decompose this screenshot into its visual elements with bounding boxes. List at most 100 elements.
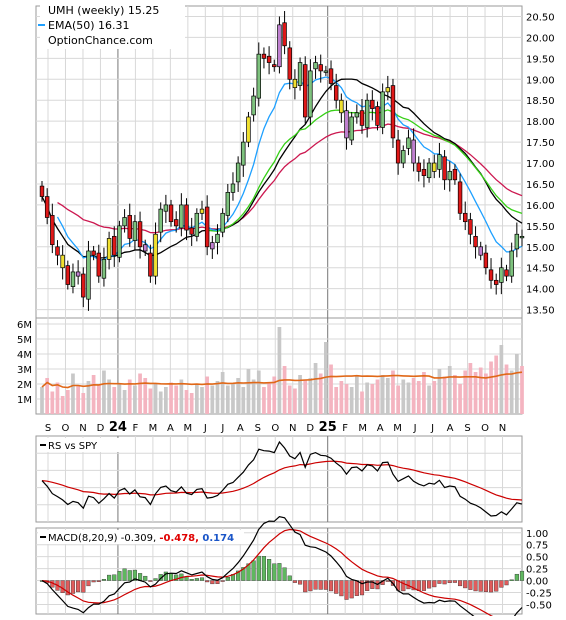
macd-histogram-bar bbox=[70, 580, 76, 594]
rs-average-line bbox=[41, 460, 523, 501]
volume-bar bbox=[133, 385, 137, 414]
price-tick-label: 15.50 bbox=[526, 222, 555, 233]
macd-signal-line bbox=[41, 528, 523, 620]
macd-histogram-bar bbox=[76, 580, 81, 593]
macd-histogram-bar bbox=[447, 580, 452, 583]
volume-bar bbox=[411, 378, 416, 414]
macd-histogram-bar bbox=[174, 574, 179, 581]
x-tick-label: M bbox=[393, 423, 402, 434]
macd-histogram-bar bbox=[308, 580, 313, 592]
candle-body bbox=[189, 227, 194, 235]
rs-label-background bbox=[38, 438, 134, 452]
volume-bar bbox=[148, 388, 153, 414]
volume-bar bbox=[453, 375, 457, 414]
volume-bar bbox=[153, 384, 158, 414]
volume-bar bbox=[468, 363, 473, 414]
volume-bar bbox=[334, 387, 339, 414]
volume-tick-label: 1M bbox=[17, 395, 32, 406]
price-tick-label: 14.50 bbox=[526, 264, 555, 275]
candle-body bbox=[50, 215, 55, 246]
legend-title: UMH (weekly) 15.25 bbox=[48, 4, 159, 17]
candle-body bbox=[421, 168, 427, 176]
candle-body bbox=[246, 116, 251, 143]
volume-bar bbox=[494, 355, 499, 414]
volume-bar bbox=[189, 393, 194, 414]
macd-histogram-bar bbox=[349, 580, 354, 599]
macd-histogram-bar bbox=[334, 580, 339, 594]
volume-bar bbox=[416, 381, 421, 414]
volume-panel bbox=[40, 327, 524, 414]
candle-body bbox=[493, 279, 499, 285]
x-tick-label: S bbox=[255, 423, 261, 434]
volume-bar bbox=[287, 385, 292, 414]
candle-body bbox=[504, 269, 509, 277]
candle-body bbox=[416, 162, 421, 172]
volume-bar bbox=[96, 385, 101, 414]
volume-bar bbox=[385, 378, 390, 414]
volume-tick-label: 4M bbox=[17, 350, 32, 361]
candle-body bbox=[432, 162, 437, 172]
candle-body bbox=[370, 99, 375, 109]
macd-histogram-bar bbox=[225, 577, 230, 581]
volume-bar bbox=[277, 327, 282, 414]
candle-body bbox=[452, 168, 458, 181]
candle-body bbox=[463, 212, 468, 223]
candle-body bbox=[86, 250, 91, 300]
candle-body bbox=[251, 95, 256, 116]
x-tick-label: F bbox=[133, 423, 139, 434]
macd-histogram-bar bbox=[168, 572, 174, 581]
volume-bar bbox=[324, 342, 328, 414]
candle-body bbox=[514, 233, 520, 250]
volume-bar bbox=[184, 390, 189, 414]
macd-histogram-bar bbox=[210, 580, 215, 585]
ema-blue-line bbox=[56, 76, 523, 261]
candle-body bbox=[266, 55, 272, 63]
price-tick-label: 18.00 bbox=[526, 117, 555, 128]
candle-body bbox=[375, 106, 380, 126]
x-tick-label: O bbox=[62, 423, 70, 434]
x-tick-label: A bbox=[377, 423, 384, 434]
volume-bar bbox=[169, 382, 173, 414]
volume-bar bbox=[200, 387, 204, 414]
volume-bar bbox=[194, 384, 199, 414]
candle-body bbox=[215, 233, 220, 243]
volume-bar bbox=[262, 387, 266, 414]
candle-body bbox=[406, 137, 411, 149]
price-tick-label: 14.00 bbox=[526, 285, 555, 296]
volume-bar bbox=[158, 391, 163, 414]
candle-body bbox=[117, 225, 122, 258]
volume-bar bbox=[86, 381, 91, 414]
black-average-line bbox=[41, 78, 523, 259]
macd-label-background bbox=[38, 530, 244, 544]
macd-label: MACD(8,20,9) -0.309, -0.478, 0.174 bbox=[48, 533, 234, 544]
candle-body bbox=[380, 91, 385, 128]
macd-histogram-bar bbox=[220, 580, 225, 582]
candle-body bbox=[292, 78, 298, 89]
candle-body bbox=[349, 116, 354, 141]
x-tick-label: N bbox=[499, 423, 506, 434]
macd-histogram-bar bbox=[127, 570, 132, 581]
volume-bar bbox=[344, 384, 349, 414]
candle-body bbox=[39, 185, 45, 197]
volume-bar bbox=[499, 345, 504, 414]
macd-histogram-bar bbox=[442, 580, 447, 585]
macd-histogram-bar bbox=[313, 580, 318, 590]
macd-histogram-bar bbox=[256, 555, 261, 581]
x-tick-label: A bbox=[167, 423, 174, 434]
x-tick-label: N bbox=[289, 423, 296, 434]
legend: UMH (weekly) 15.25 EMA(50) 16.31 OptionC… bbox=[38, 3, 185, 49]
volume-bar bbox=[360, 391, 364, 414]
price-tick-label: 13.50 bbox=[526, 306, 555, 317]
candle-body bbox=[173, 219, 179, 227]
macd-histogram-bar bbox=[101, 579, 106, 581]
candle-body bbox=[204, 206, 210, 248]
macd-histogram-bar bbox=[463, 580, 468, 589]
candle-body bbox=[137, 221, 143, 248]
macd-histogram-bar bbox=[421, 580, 426, 591]
volume-bar bbox=[329, 364, 333, 414]
candle-body bbox=[256, 53, 261, 99]
volume-bar bbox=[138, 373, 142, 414]
macd-histogram-bar bbox=[91, 580, 96, 583]
volume-bar bbox=[478, 367, 483, 414]
volume-bar bbox=[215, 381, 220, 414]
